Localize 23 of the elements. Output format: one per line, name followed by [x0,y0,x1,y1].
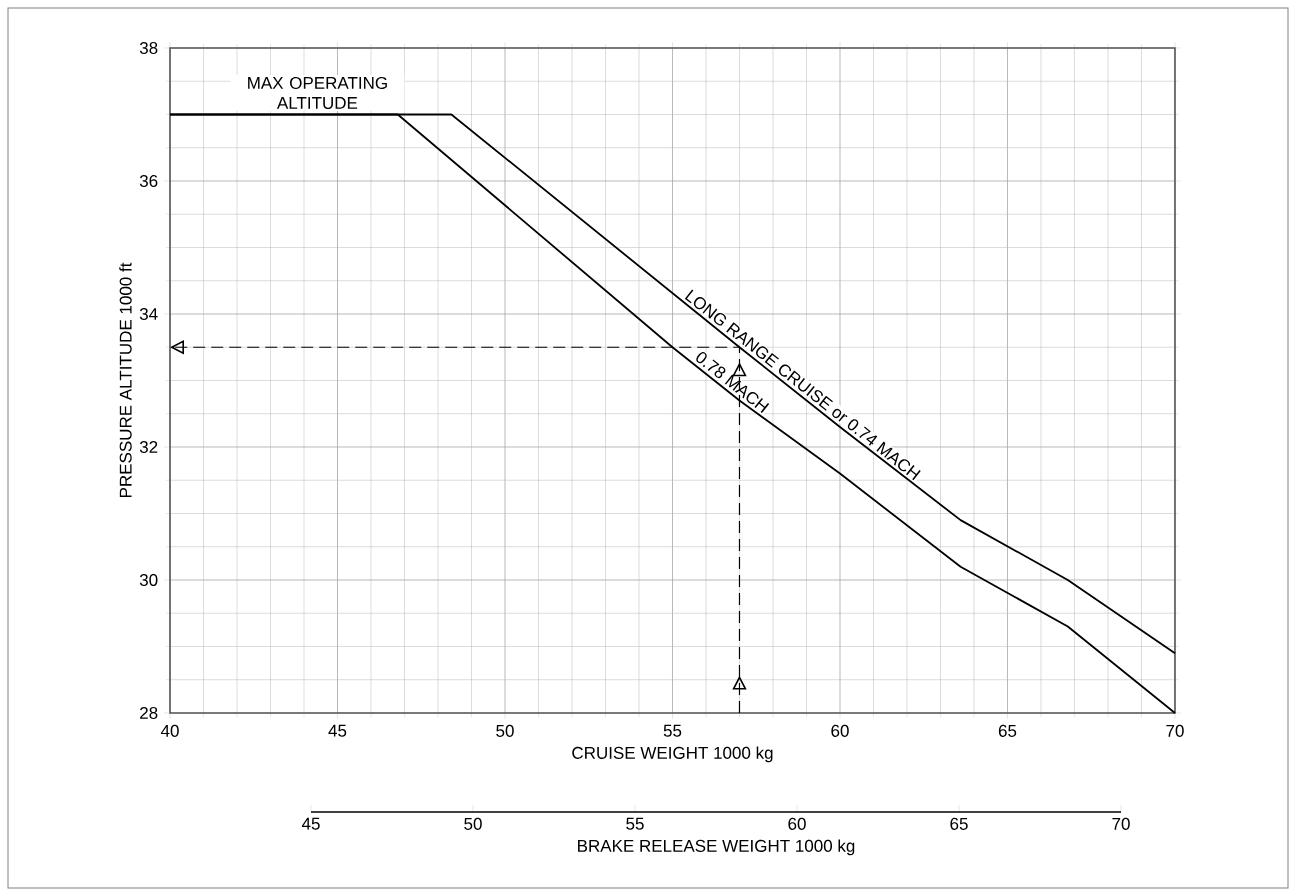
x2-tick-label: 70 [1112,817,1130,830]
x-tick-label: 60 [831,724,849,737]
x-tick-label: 65 [998,724,1017,737]
x-tick-label: 50 [496,724,514,737]
x2-tick-label: 55 [626,817,644,830]
y-tick-label: 28 [140,706,158,720]
x2-tick-label: 45 [301,817,320,830]
annotation: MAX OPERATING ALTITUDE [248,76,387,109]
y-tick-label: 38 [139,41,158,55]
x-tick-label: 40 [160,724,179,737]
x2-axis-title: BRAKE RELEASE WEIGHT 1000 kg [578,839,855,856]
x2-tick-label: 60 [788,817,806,830]
x2-tick-label: 50 [464,817,482,830]
y-axis-title: PRESSURE ALTITUDE 1000 ft [119,262,132,498]
x2-tick-label: 65 [950,817,968,830]
x-axis-title: CRUISE WEIGHT 1000 kg [572,746,773,763]
y-tick-label: 34 [139,307,158,321]
x-tick-label: 45 [328,724,347,737]
y-tick-label: 36 [139,174,158,188]
y-tick-label: 30 [139,573,158,587]
x-tick-label: 55 [663,724,682,737]
x-tick-label: 70 [1166,724,1184,737]
y-tick-label: 32 [139,440,158,454]
